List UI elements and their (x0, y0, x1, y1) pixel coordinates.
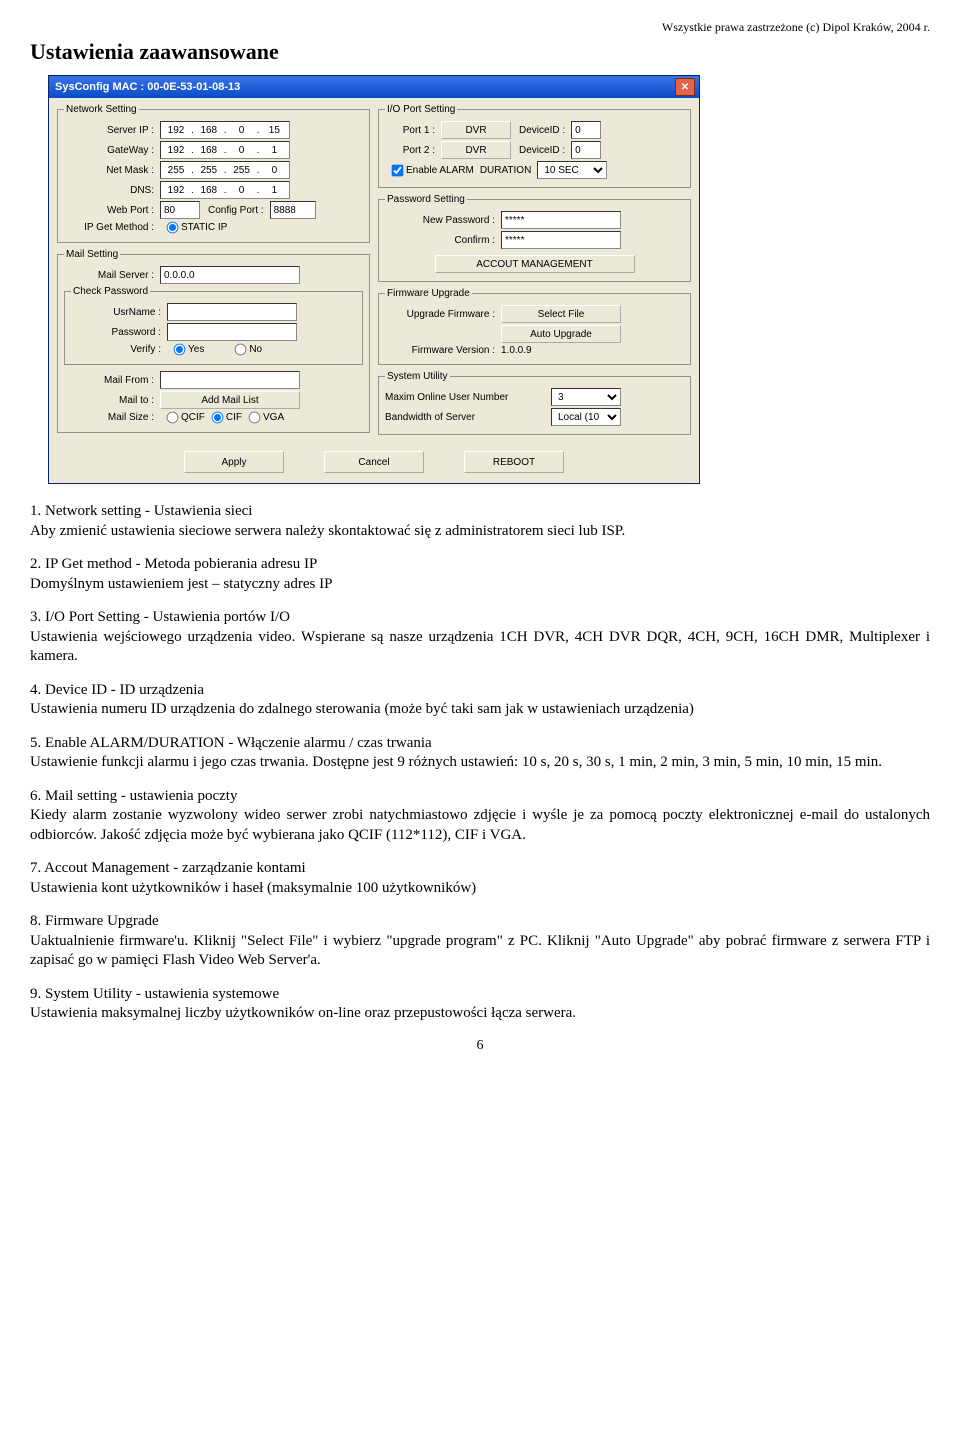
mailto-label: Mail to : (64, 395, 160, 406)
para-1: 1. Network setting - Ustawienia sieciAby… (30, 502, 930, 541)
enable-alarm-label: Enable ALARM (406, 165, 474, 176)
para-2: 2. IP Get method - Metoda pobierania adr… (30, 555, 930, 594)
close-icon[interactable]: ✕ (675, 78, 695, 96)
para-4: 4. Device ID - ID urządzeniaUstawienia n… (30, 681, 930, 720)
newpw-label: New Password : (385, 215, 501, 226)
mailsize-vga-radio[interactable] (249, 412, 261, 424)
port1-dvr-button[interactable]: DVR (441, 121, 511, 139)
max-online-select[interactable]: 3 (551, 388, 621, 406)
configport-label: Config Port : (208, 205, 270, 216)
firmware-upgrade-group: Firmware Upgrade Upgrade Firmware : Sele… (378, 288, 691, 365)
deviceid2-label: DeviceID : (519, 145, 571, 156)
page-title: Ustawienia zaawansowane (30, 39, 930, 65)
para-3: 3. I/O Port Setting - Ustawienia portów … (30, 608, 930, 667)
para-5: 5. Enable ALARM/DURATION - Włączenie ala… (30, 734, 930, 773)
deviceid1-input[interactable] (571, 121, 601, 139)
para-6: 6. Mail setting - ustawienia pocztyKiedy… (30, 787, 930, 846)
copyright-text: Wszystkie prawa zastrzeżone (c) Dipol Kr… (30, 20, 930, 35)
verify-yes-label: Yes (188, 344, 204, 355)
sys-legend: System Utility (385, 371, 450, 382)
username-input[interactable] (167, 303, 297, 321)
server-ip-input[interactable]: 192.168.0.15 (160, 121, 290, 139)
enable-alarm-checkbox[interactable] (392, 164, 404, 176)
apply-button[interactable]: Apply (184, 451, 284, 473)
bandwidth-select[interactable]: Local (10 (551, 408, 621, 426)
confirmpw-label: Confirm : (385, 235, 501, 246)
verify-no-label: No (249, 344, 262, 355)
confirmpw-input[interactable] (501, 231, 621, 249)
checkpw-legend: Check Password (71, 286, 150, 297)
reboot-button[interactable]: REBOOT (464, 451, 564, 473)
mail-legend: Mail Setting (64, 249, 120, 260)
account-management-button[interactable]: ACCOUT MANAGEMENT (435, 255, 635, 273)
mailfrom-label: Mail From : (64, 375, 160, 386)
mailsize-qcif-label: QCIF (181, 412, 205, 423)
page-number: 6 (30, 1038, 930, 1054)
duration-label: DURATION (480, 165, 531, 176)
mailserver-input[interactable] (160, 266, 300, 284)
configport-input[interactable] (270, 201, 316, 219)
mailsize-cif-label: CIF (226, 412, 242, 423)
dns-input[interactable]: 192.168.0.1 (160, 181, 290, 199)
port2-dvr-button[interactable]: DVR (441, 141, 511, 159)
body-content: 1. Network setting - Ustawienia sieciAby… (30, 502, 930, 1024)
fw-legend: Firmware Upgrade (385, 288, 472, 299)
webport-label: Web Port : (64, 205, 160, 216)
para-7: 7. Accout Management - zarządzanie konta… (30, 859, 930, 898)
pw-legend: Password Setting (385, 194, 467, 205)
mailsize-label: Mail Size : (64, 412, 160, 423)
network-legend: Network Setting (64, 104, 139, 115)
para-8: 8. Firmware UpgradeUaktualnienie firmwar… (30, 912, 930, 971)
port1-label: Port 1 : (385, 125, 441, 136)
username-label: UsrName : (71, 307, 167, 318)
newpw-input[interactable] (501, 211, 621, 229)
fw-version-value: 1.0.0.9 (501, 345, 532, 356)
cancel-button[interactable]: Cancel (324, 451, 424, 473)
select-file-button[interactable]: Select File (501, 305, 621, 323)
window-title: SysConfig MAC : 00-0E-53-01-08-13 (55, 81, 240, 93)
ipget-static-label: STATIC IP (181, 222, 227, 233)
verify-yes-radio[interactable] (174, 344, 186, 356)
ipget-label: IP Get Method : (64, 222, 160, 233)
mailsize-vga-label: VGA (263, 412, 284, 423)
mailserver-label: Mail Server : (64, 270, 160, 281)
io-legend: I/O Port Setting (385, 104, 457, 115)
max-online-label: Maxim Online User Number (385, 392, 551, 403)
system-utility-group: System Utility Maxim Online User Number … (378, 371, 691, 435)
password-input[interactable] (167, 323, 297, 341)
netmask-input[interactable]: 255.255.255.0 (160, 161, 290, 179)
password-label: Password : (71, 327, 167, 338)
upgrade-fw-label: Upgrade Firmware : (385, 309, 501, 320)
gateway-label: GateWay : (64, 145, 160, 156)
duration-select[interactable]: 10 SEC (537, 161, 607, 179)
mail-setting-group: Mail Setting Mail Server : Check Passwor… (57, 249, 370, 433)
window-titlebar: SysConfig MAC : 00-0E-53-01-08-13 ✕ (49, 76, 699, 98)
password-setting-group: Password Setting New Password : Confirm … (378, 194, 691, 282)
ipget-static-radio[interactable] (167, 222, 179, 234)
deviceid1-label: DeviceID : (519, 125, 571, 136)
dns-label: DNS: (64, 185, 160, 196)
deviceid2-input[interactable] (571, 141, 601, 159)
check-password-group: Check Password UsrName : Password : Veri… (64, 286, 363, 365)
webport-input[interactable] (160, 201, 200, 219)
sysconfig-screenshot: SysConfig MAC : 00-0E-53-01-08-13 ✕ Netw… (48, 75, 930, 484)
auto-upgrade-button[interactable]: Auto Upgrade (501, 325, 621, 343)
fw-version-label: Firmware Version : (385, 345, 501, 356)
mailsize-cif-radio[interactable] (212, 412, 224, 424)
io-port-setting-group: I/O Port Setting Port 1 : DVR DeviceID :… (378, 104, 691, 188)
mailfrom-input[interactable] (160, 371, 300, 389)
verify-label: Verify : (71, 344, 167, 355)
verify-no-radio[interactable] (235, 344, 247, 356)
add-mail-list-button[interactable]: Add Mail List (160, 391, 300, 409)
gateway-input[interactable]: 192.168.0.1 (160, 141, 290, 159)
para-9: 9. System Utility - ustawienia systemowe… (30, 985, 930, 1024)
mailsize-qcif-radio[interactable] (167, 412, 179, 424)
network-setting-group: Network Setting Server IP : 192.168.0.15… (57, 104, 370, 243)
bandwidth-label: Bandwidth of Server (385, 412, 551, 423)
netmask-label: Net Mask : (64, 165, 160, 176)
server-ip-label: Server IP : (64, 125, 160, 136)
port2-label: Port 2 : (385, 145, 441, 156)
